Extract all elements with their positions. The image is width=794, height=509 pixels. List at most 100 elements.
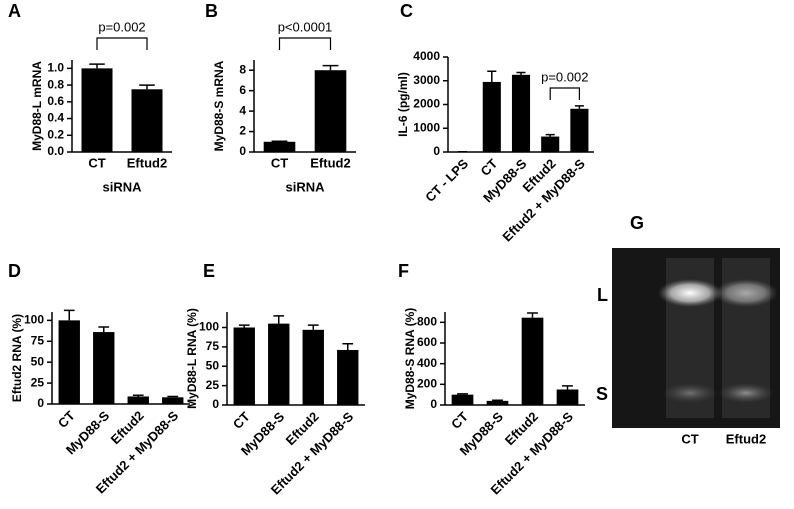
- bar: [482, 81, 501, 152]
- bar: [81, 68, 113, 152]
- y-tick-label: 800: [417, 315, 437, 329]
- bar: [570, 108, 589, 152]
- error-bar: [63, 309, 75, 321]
- bar: [131, 89, 163, 152]
- y-tick-label: 2000: [413, 97, 440, 111]
- panel-letter: D: [8, 261, 21, 281]
- bar: [268, 323, 290, 405]
- bar: [511, 74, 531, 152]
- lane-label: Eftud2: [726, 431, 766, 446]
- bar: [233, 327, 255, 405]
- p-value: p=0.002: [98, 19, 145, 34]
- panel-letter: G: [630, 213, 644, 233]
- y-axis-label: MyD88-L RNA (%): [185, 308, 199, 409]
- x-tick-label: CT: [271, 155, 288, 170]
- y-tick-label: 4000: [413, 49, 440, 63]
- band-label: S: [596, 384, 608, 404]
- y-tick-label: 200: [417, 377, 437, 391]
- x-axis-label: siRNA: [102, 179, 142, 194]
- bar: [302, 329, 324, 405]
- y-axis-label: IL-6 (pg/ml): [396, 72, 410, 137]
- gel-band-l: [658, 279, 722, 307]
- bar: [541, 136, 560, 152]
- bar: [263, 141, 296, 152]
- error-bar: [307, 324, 319, 330]
- bar: [451, 394, 474, 405]
- error-bar: [167, 395, 179, 398]
- y-tick-label: 1000: [413, 120, 440, 134]
- bar: [337, 349, 359, 405]
- bar: [93, 332, 115, 404]
- y-tick-label: 2: [239, 124, 246, 138]
- x-tick-label: CT: [477, 156, 500, 179]
- y-axis-label: MyD88-S RNA (%): [403, 308, 417, 410]
- y-tick-label: 100: [24, 313, 44, 327]
- y-tick-label: 0: [430, 397, 437, 411]
- y-tick-label: 0.8: [47, 77, 64, 91]
- x-tick-label: CT - LPS: [422, 156, 471, 205]
- bar: [162, 397, 184, 404]
- p-value: p=0.002: [541, 69, 588, 84]
- error-bar: [271, 140, 288, 143]
- panel-letter: A: [8, 1, 21, 21]
- error-bar: [273, 315, 285, 324]
- y-tick-label: 100: [199, 320, 219, 334]
- y-axis-label: MyD88-S mRNA: [212, 60, 226, 151]
- p-value: p<0.0001: [278, 19, 333, 34]
- error-bar: [132, 394, 144, 397]
- y-tick-label: 0: [212, 397, 219, 411]
- error-bar: [322, 64, 339, 71]
- y-tick-label: 0: [433, 144, 440, 158]
- error-bar: [89, 63, 105, 69]
- x-tick-label: CT: [448, 409, 471, 432]
- bar: [556, 389, 579, 405]
- x-tick-label: CT: [230, 409, 253, 432]
- x-tick-label: Eftud2: [127, 155, 167, 170]
- y-tick-label: 0: [37, 396, 44, 410]
- y-tick-label: 0.4: [47, 111, 64, 125]
- y-tick-label: 75: [31, 333, 45, 347]
- panel-letter: F: [398, 261, 409, 281]
- y-tick-label: 0.6: [47, 94, 64, 108]
- gel-band-s: [662, 383, 718, 403]
- y-tick-label: 4: [239, 103, 246, 117]
- x-axis-label: siRNA: [285, 179, 325, 194]
- significance-bracket: [549, 87, 580, 100]
- error-bar: [457, 393, 468, 395]
- x-tick-label: CT: [55, 408, 78, 431]
- bar: [127, 396, 149, 404]
- y-tick-label: 0.0: [47, 144, 64, 158]
- panel-letter: C: [400, 1, 413, 21]
- y-tick-label: 25: [206, 378, 220, 392]
- error-bar: [98, 326, 110, 333]
- y-axis-label: Eftud2 RNA (%): [10, 314, 24, 402]
- error-bar: [545, 133, 555, 137]
- y-tick-label: 50: [31, 354, 45, 368]
- y-tick-label: 0.2: [47, 127, 64, 141]
- error-bar: [487, 70, 497, 82]
- bar: [521, 317, 544, 405]
- y-tick-label: 1.0: [47, 61, 64, 75]
- y-tick-label: 6: [239, 83, 246, 97]
- band-label: L: [597, 285, 608, 305]
- error-bar: [574, 105, 584, 109]
- bar: [486, 400, 509, 405]
- y-tick-label: 600: [417, 335, 437, 349]
- error-bar: [238, 324, 250, 328]
- y-tick-label: 400: [417, 356, 437, 370]
- x-tick-label: CT: [88, 155, 105, 170]
- panel-letter: B: [205, 1, 218, 21]
- y-tick-label: 25: [31, 375, 45, 389]
- lane-label: CT: [681, 431, 698, 446]
- gel-band-l: [714, 279, 778, 307]
- bar: [58, 320, 80, 404]
- bar: [314, 70, 347, 152]
- significance-bracket: [278, 37, 332, 50]
- y-tick-label: 3000: [413, 73, 440, 87]
- y-tick-label: 8: [239, 62, 246, 76]
- y-tick-label: 0: [239, 144, 246, 158]
- x-tick-label: Eftud2: [310, 155, 350, 170]
- y-axis-label: MyD88-L mRNA: [30, 61, 44, 151]
- error-bar: [527, 312, 538, 318]
